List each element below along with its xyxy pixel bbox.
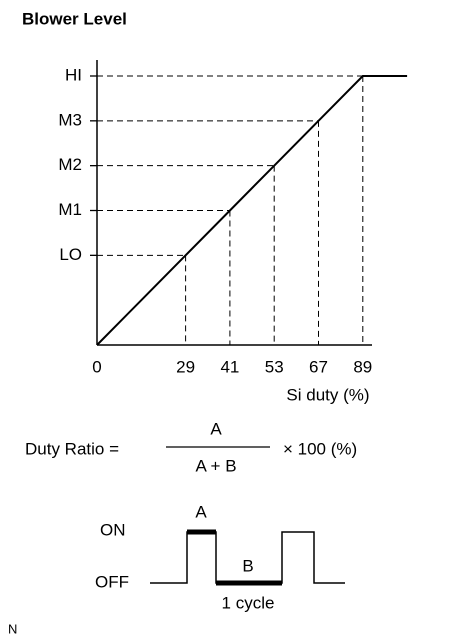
formula-label: Duty Ratio =	[25, 439, 119, 458]
footer-mark: N	[8, 621, 17, 636]
cycle-label: 1 cycle	[222, 593, 275, 612]
x-tick-label: 0	[92, 357, 101, 376]
on-label: ON	[100, 520, 126, 539]
pulse-a-label: A	[195, 502, 207, 521]
formula-denominator: A + B	[195, 456, 236, 475]
y-tick-label: M1	[58, 200, 82, 219]
pulse-b-label: B	[242, 556, 253, 575]
x-tick-label: 53	[265, 357, 284, 376]
data-line	[96, 75, 408, 346]
y-tick-label: M3	[58, 110, 82, 129]
y-tick-label: M2	[58, 155, 82, 174]
y-tick-label: HI	[65, 65, 82, 84]
y-tick-label: LO	[59, 245, 82, 264]
x-tick-label: 67	[309, 357, 328, 376]
x-tick-label: 29	[176, 357, 195, 376]
x-tick-label: 41	[220, 357, 239, 376]
formula-numerator: A	[210, 419, 222, 438]
formula-multiplier: × 100 (%)	[283, 439, 357, 458]
x-axis-label: Si duty (%)	[286, 385, 369, 404]
chart-title: Blower Level	[22, 9, 127, 28]
x-tick-label: 89	[353, 357, 372, 376]
off-label: OFF	[95, 572, 129, 591]
